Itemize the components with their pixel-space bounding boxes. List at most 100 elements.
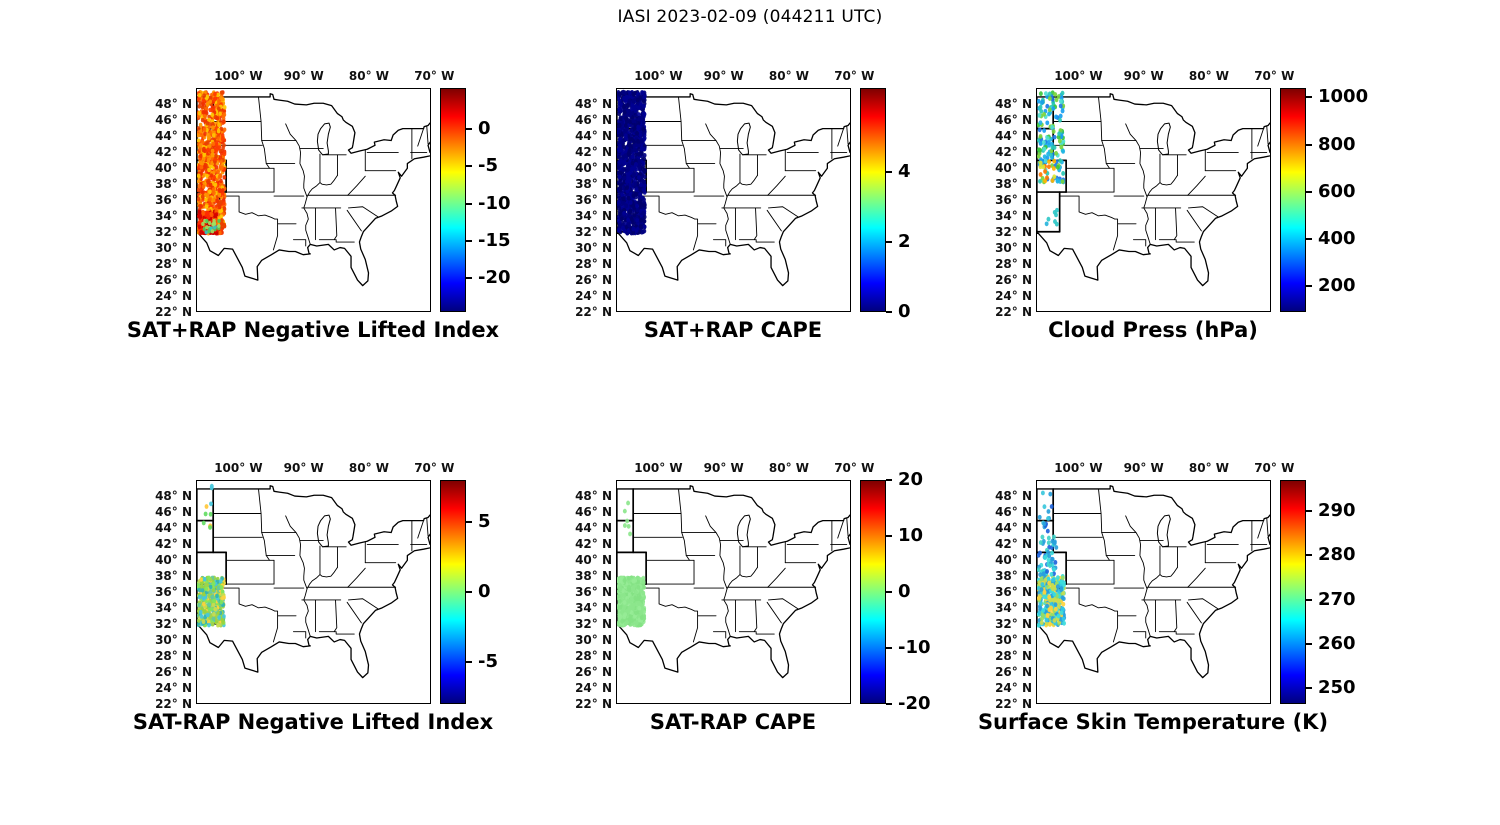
lon-tick-label: 80° W [348, 69, 390, 83]
lat-tick-label: 48° N [155, 489, 192, 503]
lat-tick-label: 28° N [995, 649, 1032, 663]
lat-tick-label: 34° N [995, 601, 1032, 615]
lat-tick-label: 40° N [995, 161, 1032, 175]
us-map [617, 89, 850, 287]
colorbar-tick-label: -20 [478, 267, 511, 289]
colorbar-gradient [1280, 480, 1306, 704]
colorbar-tick-mark [1306, 190, 1312, 193]
colorbar-gradient [1280, 88, 1306, 312]
colorbar-tick-mark [466, 277, 472, 280]
lat-tick-label: 44° N [995, 521, 1032, 535]
colorbar-tick-label: -10 [478, 192, 511, 214]
colorbar-tick-mark [1306, 96, 1312, 99]
colorbar-tick-mark [1306, 687, 1312, 690]
panel-sat-plus-rap-negative-lifted-index: 0 -5 -10 -15 -20 SAT+RAP Negative Lifted Ind… [127, 58, 606, 363]
lat-tick-label: 36° N [575, 193, 612, 207]
colorbar-tick-mark [466, 165, 472, 168]
lat-tick-label: 40° N [575, 161, 612, 175]
colorbar-tick-mark [1306, 510, 1312, 513]
lat-tick-label: 48° N [575, 97, 612, 111]
data-swath [617, 500, 647, 628]
colorbar-tick-mark [886, 171, 892, 173]
lon-tick-label: 100° W [1054, 69, 1103, 83]
lon-tick-label: 80° W [348, 461, 390, 475]
lat-tick-label: 26° N [995, 273, 1032, 287]
colorbar-tick-label: 0 [898, 301, 911, 322]
lon-tick-label: 80° W [1188, 69, 1230, 83]
colorbar-tick-mark [886, 591, 892, 593]
lat-tick-label: 28° N [995, 257, 1032, 271]
data-swath [1037, 90, 1066, 227]
data-swath [617, 89, 647, 236]
lat-tick-label: 32° N [995, 225, 1032, 239]
colorbar-tick-label: -15 [478, 230, 511, 252]
colorbar: 4 2 0 [860, 88, 990, 322]
map-axes [196, 88, 431, 312]
lon-tick-label: 90° W [703, 461, 744, 475]
lat-tick-label: 46° N [575, 113, 612, 127]
colorbar-tick-label: 400 [1318, 227, 1356, 249]
colorbar-tick-label: -20 [898, 693, 931, 714]
lat-tick-label: 44° N [155, 129, 192, 143]
colorbar-tick-label: -10 [898, 637, 931, 658]
lon-tick-label: 80° W [1188, 461, 1230, 475]
lat-tick-label: 42° N [995, 537, 1032, 551]
panel-sat-minus-rap-cape: 20 10 0 -10 -20 SAT-RAP CAPE 100° W 90° W 80° … [556, 450, 1026, 755]
lat-tick-label: 34° N [995, 209, 1032, 223]
colorbar-tick-mark [886, 241, 892, 243]
lat-tick-label: 42° N [575, 537, 612, 551]
colorbar-tick-label: 250 [1318, 677, 1356, 699]
lat-tick-label: 24° N [155, 681, 192, 695]
lat-tick-label: 26° N [575, 665, 612, 679]
colorbar-tick-mark [466, 661, 472, 663]
panel-sat-minus-rap-negative-lifted-index: 5 0 -5 SAT-RAP Negative Lifted Index 100° … [133, 450, 606, 755]
lon-tick-label: 70° W [834, 461, 875, 475]
lat-tick-label: 34° N [575, 601, 612, 615]
colorbar-tick-label: 0 [898, 581, 911, 602]
colorbar-tick-label: 4 [898, 161, 911, 182]
colorbar-tick-label: 5 [478, 511, 491, 532]
map-axes [1036, 88, 1271, 312]
us-map [197, 90, 430, 287]
lat-tick-label: 40° N [155, 553, 192, 567]
data-swath [1037, 490, 1067, 628]
colorbar-tick-label: 2 [898, 231, 911, 252]
panel-title: SAT-RAP Negative Lifted Index [132, 710, 494, 734]
colorbar-tick-mark [466, 128, 472, 131]
lon-tick-label: 100° W [214, 69, 263, 83]
colorbar: 1000 800 600 400 200 [1280, 87, 1410, 312]
lat-tick-label: 48° N [995, 97, 1032, 111]
colorbar-tick-mark [1306, 554, 1312, 557]
colorbar-tick-mark [1306, 643, 1312, 646]
colorbar-tick-mark [886, 535, 892, 537]
panel-title: SAT+RAP Negative Lifted Index [126, 318, 500, 342]
lat-tick-label: 46° N [995, 505, 1032, 519]
panel-title: SAT+RAP CAPE [643, 318, 823, 342]
lat-tick-label: 38° N [155, 569, 192, 583]
colorbar-tick-label: 800 [1318, 133, 1356, 155]
data-swath [197, 90, 227, 236]
panel-sat-plus-rap-cape: 4 2 0 SAT+RAP CAPE 100° W 90° W 80° W 70° W 48… [556, 58, 1026, 363]
lat-tick-label: 42° N [155, 145, 192, 159]
lon-tick-label: 70° W [414, 461, 455, 475]
data-swath [197, 483, 226, 628]
figure-title: IASI 2023-02-09 (044211 UTC) [617, 7, 883, 27]
lat-tick-label: 36° N [995, 193, 1032, 207]
colorbar-tick-mark [886, 703, 892, 705]
lon-tick-label: 90° W [703, 69, 744, 83]
lat-tick-label: 24° N [995, 289, 1032, 303]
lat-tick-label: 32° N [155, 617, 192, 631]
lat-tick-label: 28° N [155, 649, 192, 663]
lat-tick-label: 40° N [995, 553, 1032, 567]
lat-tick-label: 26° N [155, 665, 192, 679]
colorbar-gradient [860, 480, 886, 704]
lon-tick-label: 100° W [214, 461, 263, 475]
colorbar-tick-label: 200 [1318, 275, 1356, 297]
map-axes [196, 480, 431, 704]
lat-tick-label: 36° N [995, 585, 1032, 599]
colorbar-tick-label: 260 [1318, 633, 1356, 655]
lat-tick-label: 44° N [155, 521, 192, 535]
lat-tick-label: 22° N [995, 697, 1032, 711]
lon-tick-label: 100° W [1054, 461, 1103, 475]
